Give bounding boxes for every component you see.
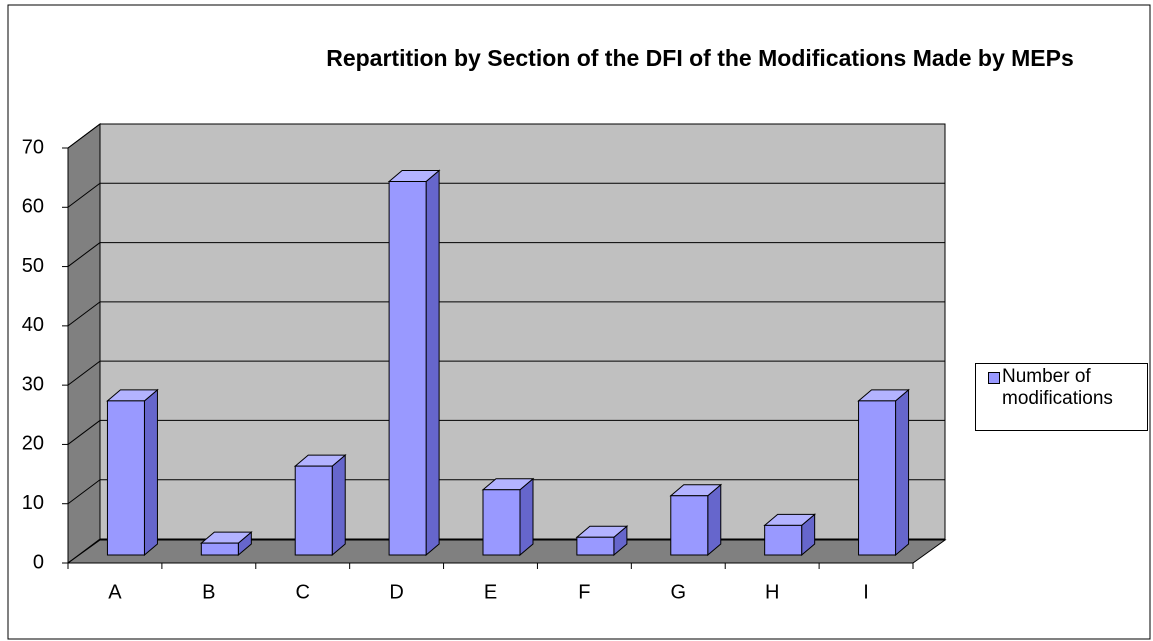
- grid-line: [67, 242, 101, 267]
- y-tick-label: 0: [33, 551, 44, 573]
- y-tick-label: 70: [22, 136, 44, 158]
- x-tick-label: E: [484, 581, 497, 603]
- bar-front: [858, 400, 897, 556]
- x-tick-label: B: [202, 581, 215, 603]
- side-wall: [67, 123, 101, 564]
- legend: Number of modifications: [975, 363, 1148, 431]
- legend-label: Number of modifications: [1002, 366, 1113, 409]
- bar-side: [895, 388, 910, 557]
- bar: [763, 513, 817, 557]
- bar-front: [482, 489, 521, 556]
- y-tick-label: 20: [22, 433, 44, 455]
- grid-line: [67, 538, 101, 564]
- x-tick-label: D: [389, 581, 403, 603]
- grid-line: [67, 479, 101, 505]
- bar: [857, 388, 910, 557]
- x-tick-label: C: [295, 581, 309, 603]
- bar-side: [425, 169, 440, 557]
- bar-front: [106, 400, 145, 556]
- bar-side: [143, 388, 158, 557]
- x-tick-label: F: [578, 581, 590, 603]
- bar: [293, 453, 347, 557]
- bar-side: [519, 477, 534, 557]
- bar-side: [331, 453, 346, 557]
- grid-line: [67, 360, 101, 386]
- grid-line: [67, 420, 101, 445]
- y-tick-label: 60: [22, 196, 44, 218]
- bar: [575, 525, 629, 557]
- grid-line: [67, 182, 101, 208]
- bar: [199, 531, 253, 557]
- bar-front: [388, 181, 427, 556]
- x-tick-label: H: [765, 581, 779, 603]
- y-tick-label: 50: [22, 255, 44, 277]
- bar-front: [576, 536, 615, 556]
- chart-title: Repartition by Section of the DFI of the…: [326, 45, 1074, 71]
- y-tick-label: 40: [22, 314, 44, 336]
- back-wall: [99, 123, 946, 541]
- bar-front: [294, 465, 333, 556]
- bar-front: [200, 542, 239, 556]
- x-tick-label: A: [108, 581, 122, 603]
- bar-side: [707, 483, 722, 557]
- legend-swatch: [988, 372, 1000, 384]
- bar-front: [764, 524, 803, 556]
- bar-front: [670, 495, 709, 556]
- y-tick-label: 10: [22, 492, 44, 514]
- x-tick-label: I: [863, 581, 869, 603]
- bar: [106, 388, 159, 557]
- bar: [669, 483, 723, 557]
- grid-line: [67, 301, 101, 327]
- grid-line: [67, 123, 101, 149]
- bar: [481, 477, 535, 557]
- bar: [387, 169, 441, 557]
- y-tick-label: 30: [22, 373, 44, 395]
- x-tick-label: G: [670, 581, 686, 603]
